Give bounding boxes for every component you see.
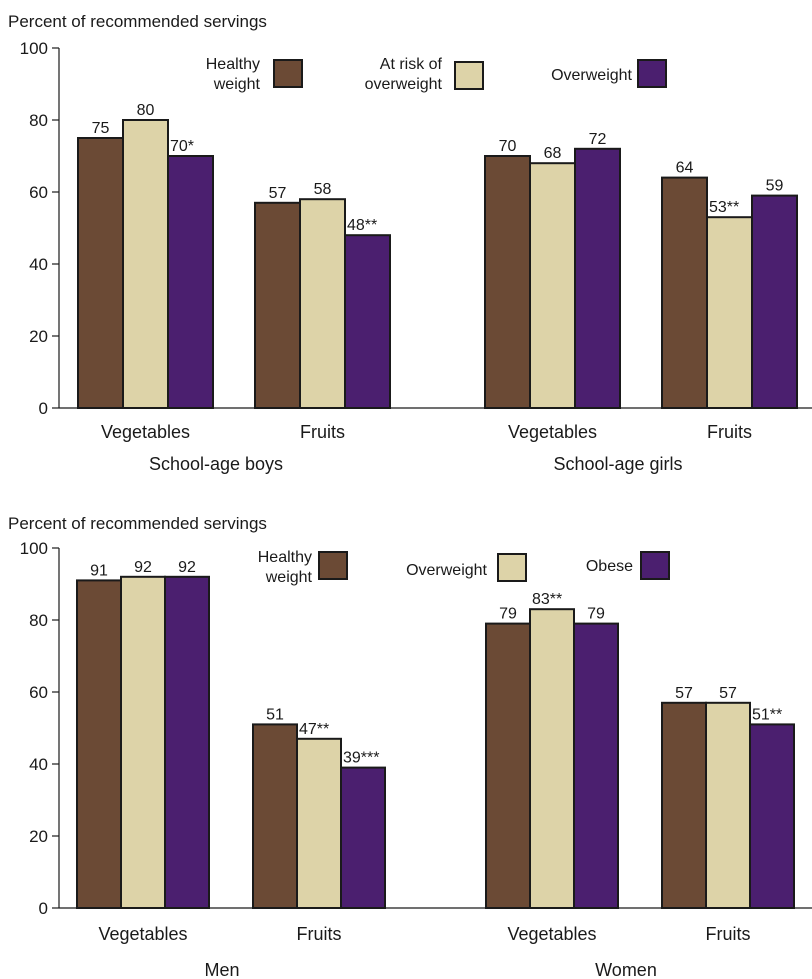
y-tick-label: 0: [39, 399, 48, 418]
legend-label: Healthy: [258, 549, 312, 566]
y-tick-label: 20: [29, 327, 48, 346]
data-label: 48**: [347, 217, 377, 234]
legend-swatch: [454, 61, 484, 90]
legend-label: weight: [213, 76, 261, 93]
legend-label: Overweight: [551, 67, 632, 84]
category-label: Fruits: [707, 422, 752, 442]
y-tick-label: 100: [20, 539, 48, 558]
data-label: 92: [178, 559, 196, 576]
chart-panel-1: Percent of recommended servings 0 20 40 60 80…: [8, 12, 812, 474]
data-label: 64: [676, 160, 694, 177]
bar: [705, 701, 751, 909]
legend-swatch: [273, 59, 303, 88]
category-label: Vegetables: [101, 422, 190, 442]
bar: [529, 162, 576, 409]
legend-swatch: [497, 553, 527, 582]
category-label: Vegetables: [98, 924, 187, 944]
data-label: 59: [766, 178, 784, 195]
bar: [164, 575, 210, 909]
data-label: 53**: [709, 199, 739, 216]
data-label: 70: [499, 138, 517, 155]
data-label: 57: [675, 685, 693, 702]
bar: [299, 198, 346, 409]
bar: [661, 176, 708, 409]
legend-label: Obese: [586, 558, 633, 575]
category-label: Fruits: [706, 924, 751, 944]
bar: [344, 234, 391, 409]
y-tick-label: 100: [20, 39, 48, 58]
category-label: Vegetables: [507, 924, 596, 944]
data-label: 51**: [752, 706, 782, 723]
bar: [122, 119, 169, 409]
y-tick-label: 60: [29, 683, 48, 702]
y-tick-label: 80: [29, 111, 48, 130]
data-label: 70*: [170, 138, 194, 155]
data-label: 79: [499, 606, 517, 623]
data-label: 83**: [532, 591, 562, 608]
y-tick-label: 40: [29, 755, 48, 774]
chart-panel-2: Percent of recommended servings 0 20 40 60 80…: [8, 514, 812, 979]
bar: [340, 766, 386, 909]
data-label: 39***: [343, 750, 379, 767]
data-label: 57: [269, 185, 287, 202]
y-axis-label: Percent of recommended servings: [8, 12, 267, 31]
bar: [167, 155, 214, 409]
bar: [573, 622, 619, 909]
bar: [76, 579, 122, 910]
y-axis-label: Percent of recommended servings: [8, 514, 267, 533]
data-label: 72: [589, 131, 607, 148]
bar: [661, 701, 707, 909]
bar: [706, 216, 753, 409]
data-label: 47**: [299, 721, 329, 738]
category-label: Fruits: [300, 422, 345, 442]
y-tick-label: 40: [29, 255, 48, 274]
data-label: 57: [719, 685, 737, 702]
category-label: Fruits: [297, 924, 342, 944]
data-label: 79: [587, 606, 605, 623]
legend-swatch: [318, 551, 348, 580]
data-label: 58: [314, 181, 332, 198]
y-tick-label: 80: [29, 611, 48, 630]
group-label: School-age girls: [553, 454, 682, 474]
data-label: 80: [137, 102, 155, 119]
bar: [529, 608, 575, 909]
data-label: 75: [92, 120, 110, 137]
y-tick-label: 60: [29, 183, 48, 202]
group-label: Men: [204, 960, 239, 979]
data-label: 91: [90, 562, 108, 579]
bar: [77, 137, 124, 409]
bar: [485, 622, 531, 909]
bar: [751, 194, 798, 409]
bar: [484, 155, 531, 409]
bar: [252, 723, 298, 910]
bar: [574, 147, 621, 410]
data-label: 68: [544, 145, 562, 162]
y-tick-label: 20: [29, 827, 48, 846]
legend-label: Overweight: [406, 562, 487, 579]
bar: [296, 737, 342, 909]
data-label: 92: [134, 559, 152, 576]
bar: [749, 723, 795, 910]
legend-label: overweight: [365, 76, 443, 93]
legend-swatch: [640, 551, 670, 580]
legend-label: weight: [265, 569, 313, 586]
legend-label: At risk of: [380, 56, 443, 73]
group-label: Women: [595, 960, 657, 979]
bar: [120, 575, 166, 909]
category-label: Vegetables: [508, 422, 597, 442]
legend-swatch: [637, 59, 667, 88]
group-label: School-age boys: [149, 454, 283, 474]
data-label: 51: [266, 706, 284, 723]
bar: [254, 201, 301, 409]
legend-label: Healthy: [206, 56, 260, 73]
y-tick-label: 0: [39, 899, 48, 918]
